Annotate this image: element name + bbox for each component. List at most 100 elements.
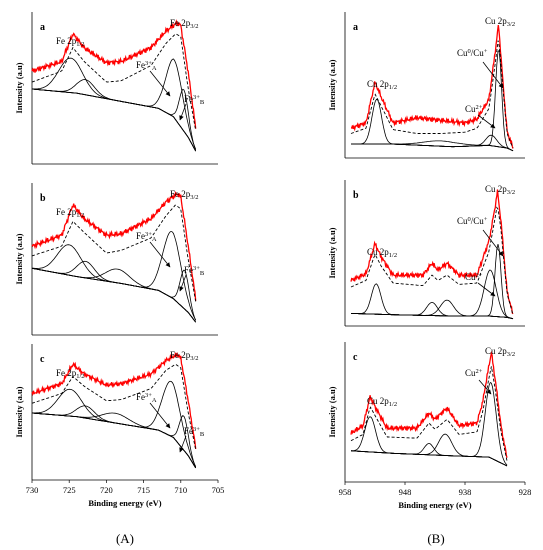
series-baseline <box>31 412 197 469</box>
label-cu-2p1-2-part: Cu 2p <box>367 396 389 406</box>
label-fe3-a-part: A <box>152 65 157 72</box>
label-cu2-part: 2+ <box>476 104 483 111</box>
arrow-fe3-a <box>149 70 171 97</box>
y-axis-label: Intensity (a.u) <box>14 62 24 113</box>
label-cu-2p3-2-part: 3/2 <box>507 21 515 28</box>
label-cu-2p1-2-part: Cu 2p <box>367 247 389 257</box>
label-fe3-a-part: A <box>152 397 157 404</box>
label-cu2-part: Cu <box>465 368 476 378</box>
label-fe3-b-part: 3+ <box>193 426 200 433</box>
panel-a-a: Intensity (a.u) a <box>14 12 218 165</box>
component-peak <box>31 267 197 323</box>
label-fe-2p1-2-part: Fe 2p <box>56 207 77 217</box>
label-cu0-cu-plus-part: 0 <box>468 48 471 55</box>
label-fe-2p1-2-part: 1/2 <box>76 212 84 219</box>
arrow-fe3-b <box>179 103 187 121</box>
label-cu0-cu-plus: Cu0/Cu+ <box>457 48 488 58</box>
component-peak <box>31 388 197 469</box>
series-baseline <box>31 88 197 152</box>
label-cu0-cu-plus-part: /Cu <box>471 216 485 226</box>
series-baseline <box>351 312 514 320</box>
series-baseline <box>31 267 197 323</box>
label-cu-2p3-2-part: Cu 2p <box>485 346 507 356</box>
arrow-cu0 <box>482 61 504 89</box>
component-peak <box>31 57 197 152</box>
series-raw <box>351 25 514 149</box>
label-cu-2p3-2-part: Cu 2p <box>485 16 507 26</box>
series-baseline <box>351 143 514 152</box>
series-raw <box>31 351 197 449</box>
panel-b-c: 958 948 938 928 Intensity (a.u) Binding energ… <box>327 342 531 510</box>
arrow-fe3-b <box>179 274 187 292</box>
label-fe-2p3-2-part: 3/2 <box>190 355 198 362</box>
panel-letter: a <box>353 22 358 33</box>
label-cu0-cu-plus-part: + <box>484 216 488 223</box>
component-peak <box>351 269 514 319</box>
label-cu-2p3-2: Cu 2p3/2 <box>485 16 515 28</box>
label-cu0-cu-plus-part: Cu <box>457 216 468 226</box>
component-peak <box>31 260 197 323</box>
arrow-cu2 <box>477 282 496 297</box>
series-raw <box>350 189 514 315</box>
label-fe3-b: Fe3+B <box>184 426 205 438</box>
x-tick-label: 705 <box>212 485 225 495</box>
label-fe3-b: Fe3+B <box>184 265 205 277</box>
label-cu2: Cu2+ <box>465 368 483 378</box>
label-fe3-a-part: 3+ <box>145 231 152 238</box>
label-fe-2p1-2-part: Fe 2p <box>56 36 77 46</box>
component-peak <box>350 433 508 467</box>
arrow-fe3-b <box>179 435 187 453</box>
series-raw <box>31 191 197 301</box>
panel-letter: a <box>40 22 45 33</box>
figure-label-a-part: (A) <box>116 531 134 546</box>
panel-a-c: 730 725 720 715 710 705 Intensity (a.u) Binding… <box>14 344 224 508</box>
panel-letter: c <box>353 352 358 363</box>
panel-a-b: Intensity (a.u) b <box>14 183 218 336</box>
series-fit <box>31 33 197 131</box>
label-fe3-b: Fe3+B <box>184 94 205 106</box>
label-cu-2p1-2-part: 1/2 <box>389 252 397 259</box>
series-fit <box>350 206 514 315</box>
label-fe-2p3-2-part: 3/2 <box>190 194 198 201</box>
label-fe3-b-part: B <box>200 431 205 438</box>
component-peak <box>31 230 197 321</box>
label-cu-2p1-2: Cu 2p1/2 <box>367 79 397 91</box>
component-peak <box>31 244 197 323</box>
x-tick-label: 715 <box>137 485 150 495</box>
y-axis-label: Intensity (a.u) <box>327 386 337 437</box>
panel-letter: b <box>40 193 46 204</box>
label-cu-2p3-2: Cu 2p3/2 <box>485 184 515 196</box>
label-fe-2p3-2-part: Fe 2p <box>170 189 191 199</box>
y-axis-label: Intensity (a.u) <box>14 386 24 437</box>
x-tick-label: 938 <box>459 487 472 497</box>
label-cu-2p3-2-part: Cu 2p <box>485 184 507 194</box>
label-fe3-b-part: Fe <box>184 94 193 104</box>
component-peak <box>351 283 514 320</box>
label-cu-2p1-2-part: Cu 2p <box>367 79 389 89</box>
label-fe-2p3-2: Fe 2p3/2 <box>170 189 199 201</box>
series-raw <box>350 351 508 458</box>
panel-letter: c <box>40 354 45 365</box>
series-fit <box>350 40 514 149</box>
label-fe-2p1-2-part: Fe 2p <box>56 368 77 378</box>
label-cu0-cu-plus-part: 0 <box>468 216 471 223</box>
arrow-fe3-a <box>149 241 171 268</box>
label-fe-2p3-2-part: 3/2 <box>190 23 198 30</box>
arrow-cu2 <box>477 114 496 129</box>
series-baseline <box>350 450 508 467</box>
label-fe3-b-part: B <box>200 270 205 277</box>
x-tick-label: 928 <box>519 487 532 497</box>
component-peak <box>351 134 514 152</box>
label-cu2-part: Cu <box>465 104 476 114</box>
label-fe3-a: Fe3+A <box>136 392 157 404</box>
label-cu2-part: 2+ <box>476 272 483 279</box>
label-fe3-a: Fe3+A <box>136 60 157 72</box>
label-cu2-part: 2+ <box>476 368 483 375</box>
x-tick-label: 958 <box>339 487 352 497</box>
label-cu0-cu-plus-part: + <box>484 48 488 55</box>
label-fe3-a-part: 3+ <box>145 60 152 67</box>
figure-label-b-part: (B) <box>427 531 444 546</box>
component-peak <box>351 98 514 152</box>
label-fe-2p1-2-part: 1/2 <box>76 373 84 380</box>
